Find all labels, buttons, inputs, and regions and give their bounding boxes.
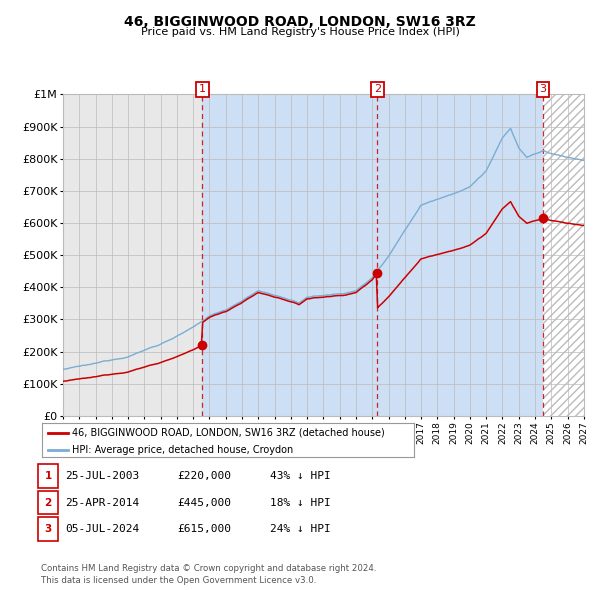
Text: 46, BIGGINWOOD ROAD, LONDON, SW16 3RZ: 46, BIGGINWOOD ROAD, LONDON, SW16 3RZ (124, 15, 476, 29)
Text: 3: 3 (44, 525, 52, 534)
Text: 24% ↓ HPI: 24% ↓ HPI (270, 525, 331, 534)
Text: 46, BIGGINWOOD ROAD, LONDON, SW16 3RZ (detached house): 46, BIGGINWOOD ROAD, LONDON, SW16 3RZ (d… (72, 428, 385, 438)
Text: 05-JUL-2024: 05-JUL-2024 (65, 525, 139, 534)
Text: Price paid vs. HM Land Registry's House Price Index (HPI): Price paid vs. HM Land Registry's House … (140, 27, 460, 37)
Bar (202, 94, 543, 416)
Text: 2: 2 (374, 84, 381, 94)
Text: 3: 3 (539, 84, 547, 94)
Bar (543, 94, 584, 416)
Text: 43% ↓ HPI: 43% ↓ HPI (270, 471, 331, 481)
Text: £220,000: £220,000 (177, 471, 231, 481)
Text: 2: 2 (44, 498, 52, 507)
Text: 25-APR-2014: 25-APR-2014 (65, 498, 139, 507)
Text: 1: 1 (199, 84, 206, 94)
Text: HPI: Average price, detached house, Croydon: HPI: Average price, detached house, Croy… (72, 445, 293, 455)
Text: 1: 1 (44, 471, 52, 481)
Text: 18% ↓ HPI: 18% ↓ HPI (270, 498, 331, 507)
Text: 25-JUL-2003: 25-JUL-2003 (65, 471, 139, 481)
Text: £445,000: £445,000 (177, 498, 231, 507)
Text: Contains HM Land Registry data © Crown copyright and database right 2024.
This d: Contains HM Land Registry data © Crown c… (41, 565, 376, 585)
Text: £615,000: £615,000 (177, 525, 231, 534)
